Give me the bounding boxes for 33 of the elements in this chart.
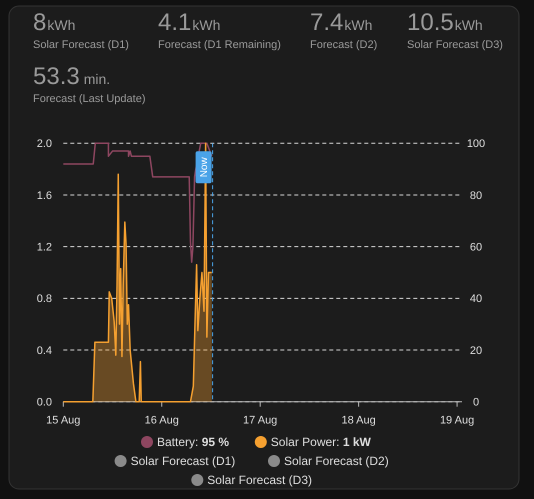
y-tick-label: 0.8: [36, 293, 52, 306]
text: Forecast (Last Update): [33, 93, 146, 105]
text: 10.5kWh: [407, 9, 483, 36]
y-tick-label: 2.0: [36, 138, 52, 150]
ref-line-label: Now: [199, 156, 210, 178]
legend-label: Solar Forecast (D3): [207, 473, 312, 488]
text: 7.4kWh: [310, 9, 372, 36]
x-tick-label: 18 Aug: [342, 414, 376, 427]
y-tick-label: 0.4: [36, 344, 52, 357]
y-tick-label: 0.0: [36, 396, 52, 409]
legend-label: Battery: 95 %: [157, 435, 230, 450]
text: Solar Forecast (D1): [33, 39, 129, 51]
x-tick-label: 19 Aug: [440, 414, 474, 427]
legend-label: Solar Forecast (D1): [130, 454, 236, 468]
text: Solar Forecast (D3): [407, 39, 503, 51]
x-tick-label: 15 Aug: [46, 414, 80, 427]
x-tick-label: 16 Aug: [144, 414, 179, 427]
text: 8kWh: [33, 9, 76, 36]
text: 4.1kWh: [158, 9, 220, 36]
text: Forecast (D2): [310, 39, 378, 51]
y-tick-label: 1.6: [36, 190, 52, 202]
text: Forecast (D1 Remaining): [158, 39, 281, 51]
legend-label: Solar Forecast (D2): [284, 454, 389, 468]
legend-label: Solar Power: 1 kW: [270, 435, 372, 450]
y-tick-label: 1.2: [36, 242, 52, 254]
y2-tick-label: 0: [472, 396, 480, 409]
y2-tick-label: 80: [470, 190, 482, 202]
x-tick-label: 17 Aug: [243, 414, 278, 427]
y2-tick-label: 20: [470, 344, 482, 357]
y2-tick-label: 40: [470, 293, 482, 306]
y2-tick-label: 100: [466, 138, 486, 150]
y2-tick-label: 60: [470, 242, 482, 254]
text: 53.3 min.: [33, 63, 110, 90]
